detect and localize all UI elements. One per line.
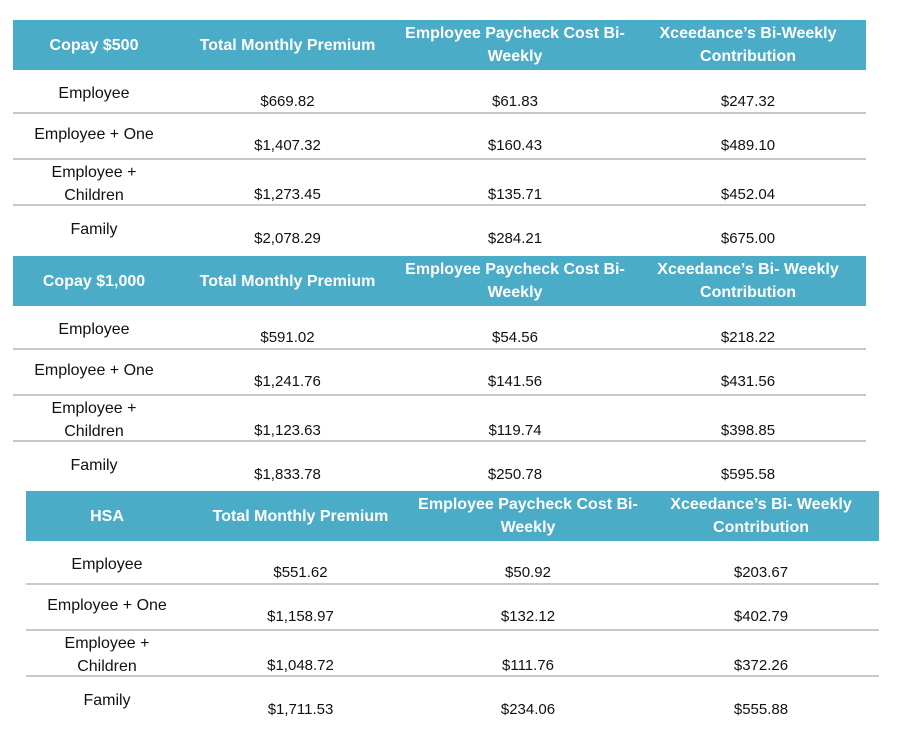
tier-label: Employee + Children: [51, 164, 137, 204]
contribution-value: $555.88: [733, 701, 789, 718]
paycheck-value: $141.56: [487, 373, 543, 390]
paycheck-value: $135.71: [487, 186, 543, 203]
premium-value: $2,078.29: [254, 230, 321, 247]
table-row: Employee + Children $1,123.63 $119.74 $3…: [13, 396, 866, 442]
premium-value: $1,833.78: [254, 466, 321, 483]
plan-name-header: Copay $1,000: [42, 272, 146, 290]
table-row: Employee + Children $1,273.45 $135.71 $4…: [13, 160, 866, 206]
premium-value: $1,273.45: [254, 186, 321, 203]
employee-paycheck-cost-header: Employee Paycheck Cost Bi- Weekly: [405, 261, 625, 301]
premium-value: $1,407.32: [254, 137, 321, 154]
employer-contribution-header: Xceedance’s Bi- Weekly Contribution: [670, 496, 852, 536]
table-row: Employee $551.62 $50.92 $203.67: [26, 541, 879, 585]
table-row: Family $2,078.29 $284.21 $675.00: [13, 206, 866, 254]
contribution-value: $402.79: [733, 608, 789, 625]
employer-contribution-header: Xceedance’s Bi-Weekly Contribution: [659, 25, 837, 65]
contribution-value: $218.22: [720, 329, 776, 346]
table-row: Employee $591.02 $54.56 $218.22: [13, 306, 866, 350]
tier-label: Employee + One: [47, 597, 167, 614]
total-monthly-premium-header: Total Monthly Premium: [199, 36, 376, 54]
premium-table-copay-1000: Copay $1,000 Total Monthly Premium Emplo…: [13, 256, 866, 490]
plan-name-header: HSA: [90, 507, 124, 525]
tier-label: Employee + One: [34, 362, 154, 379]
paycheck-value: $119.74: [488, 422, 542, 439]
paycheck-value: $54.56: [492, 329, 538, 346]
premium-value: $1,158.97: [267, 608, 334, 625]
tier-label: Employee: [71, 556, 143, 573]
paycheck-value: $250.78: [487, 466, 543, 483]
table-row: Employee + One $1,241.76 $141.56 $431.56: [13, 350, 866, 396]
employee-paycheck-cost-header: Employee Paycheck Cost Bi- Weekly: [418, 496, 638, 536]
paycheck-value: $132.12: [500, 608, 556, 625]
tier-label: Employee: [58, 321, 130, 338]
contribution-value: $247.32: [720, 93, 776, 110]
contribution-value: $203.67: [733, 564, 789, 581]
premium-value: $551.62: [273, 564, 328, 581]
employer-contribution-header: Xceedance’s Bi- Weekly Contribution: [657, 261, 839, 301]
paycheck-value: $61.83: [492, 93, 538, 110]
contribution-value: $595.58: [720, 466, 776, 483]
tier-label: Employee + Children: [51, 400, 137, 440]
contribution-value: $675.00: [720, 230, 776, 247]
tier-label: Family: [70, 221, 118, 238]
contribution-value: $398.85: [720, 422, 776, 439]
table-row: Employee + One $1,158.97 $132.12 $402.79: [26, 585, 879, 631]
table-header: Copay $500 Total Monthly Premium Employe…: [13, 20, 866, 70]
plan-name-header: Copay $500: [49, 36, 139, 54]
total-monthly-premium-header: Total Monthly Premium: [212, 507, 389, 525]
paycheck-value: $111.76: [502, 657, 554, 674]
table-row: Family $1,711.53 $234.06 $555.88: [26, 677, 879, 725]
contribution-value: $372.26: [733, 657, 789, 674]
paycheck-value: $50.92: [505, 564, 551, 581]
paycheck-value: $234.06: [500, 701, 556, 718]
tier-label: Employee: [58, 85, 130, 102]
paycheck-value: $284.21: [487, 230, 543, 247]
tier-label: Family: [83, 692, 131, 709]
employee-paycheck-cost-header: Employee Paycheck Cost Bi- Weekly: [405, 25, 625, 65]
contribution-value: $452.04: [720, 186, 776, 203]
contribution-value: $489.10: [720, 137, 776, 154]
premium-value: $1,711.53: [267, 701, 334, 718]
premium-value: $591.02: [260, 329, 315, 346]
tier-label: Family: [70, 457, 118, 474]
premium-table-hsa: HSA Total Monthly Premium Employee Paych…: [26, 491, 879, 725]
paycheck-value: $160.43: [487, 137, 543, 154]
tier-label: Employee + One: [34, 126, 154, 143]
premium-value: $1,123.63: [254, 422, 321, 439]
table-row: Employee $669.82 $61.83 $247.32: [13, 70, 866, 114]
contribution-value: $431.56: [720, 373, 776, 390]
table-row: Employee + Children $1,048.72 $111.76 $3…: [26, 631, 879, 677]
total-monthly-premium-header: Total Monthly Premium: [199, 272, 376, 290]
premium-value: $1,048.72: [267, 657, 334, 674]
table-header: Copay $1,000 Total Monthly Premium Emplo…: [13, 256, 866, 306]
table-row: Employee + One $1,407.32 $160.43 $489.10: [13, 114, 866, 160]
table-row: Family $1,833.78 $250.78 $595.58: [13, 442, 866, 490]
tier-label: Employee + Children: [64, 635, 150, 675]
premium-table-copay-500: Copay $500 Total Monthly Premium Employe…: [13, 20, 866, 254]
table-header: HSA Total Monthly Premium Employee Paych…: [26, 491, 879, 541]
premium-value: $1,241.76: [254, 373, 321, 390]
premium-value: $669.82: [260, 93, 315, 110]
